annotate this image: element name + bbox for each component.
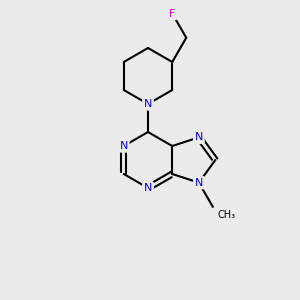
Text: N: N xyxy=(120,141,128,151)
Text: CH₃: CH₃ xyxy=(218,210,236,220)
Text: N: N xyxy=(144,183,152,193)
Text: N: N xyxy=(195,132,203,142)
Text: F: F xyxy=(169,8,176,19)
Text: N: N xyxy=(195,178,203,188)
Text: N: N xyxy=(144,99,152,109)
